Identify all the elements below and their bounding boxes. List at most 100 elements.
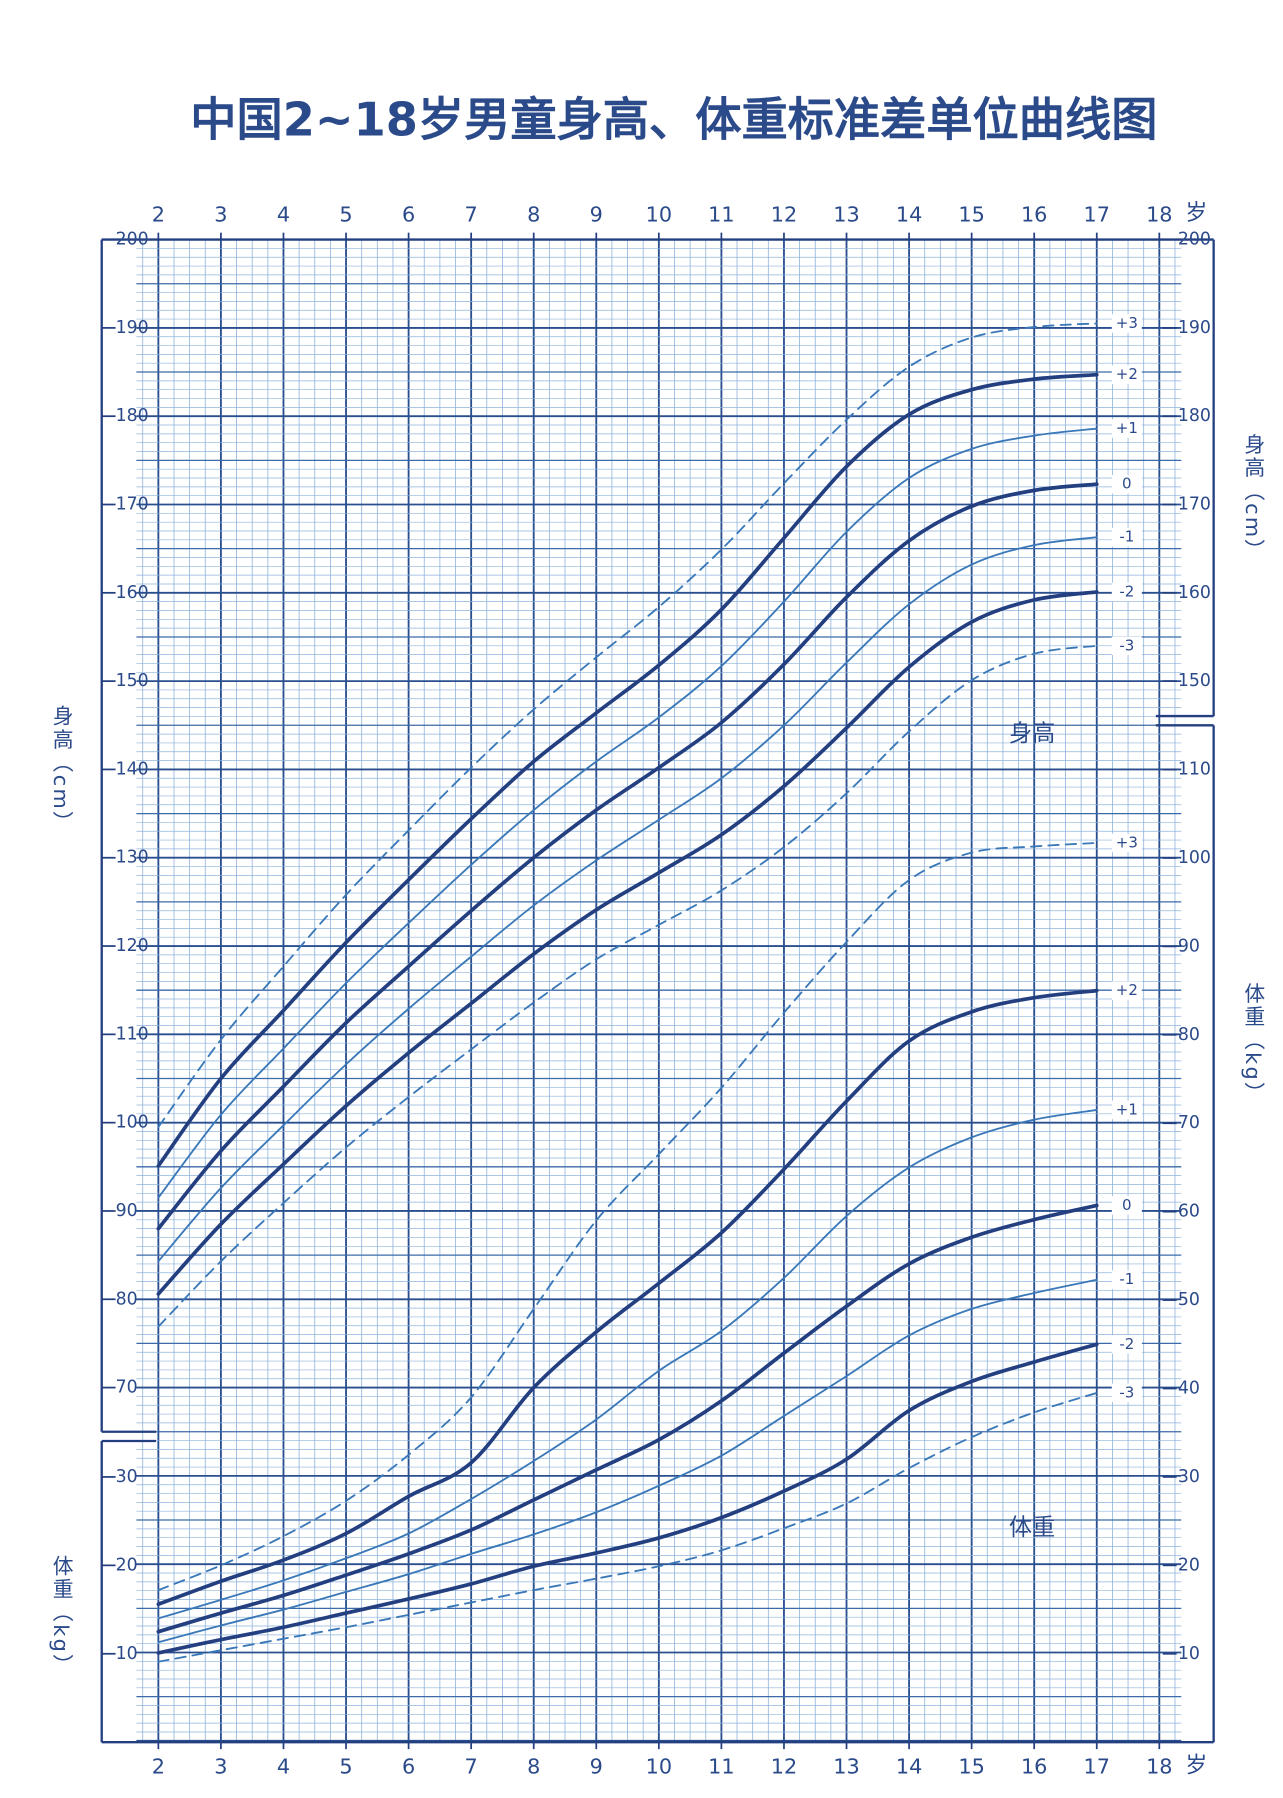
legend-bg xyxy=(1111,981,1142,1000)
series-line xyxy=(156,482,1099,1231)
y-tick-label: 90 xyxy=(1178,936,1200,956)
axis-break xyxy=(1181,716,1216,726)
legend-bg xyxy=(1111,527,1142,547)
legend-label: -2 xyxy=(1119,582,1134,600)
x-tick-label: 5 xyxy=(339,1755,352,1779)
legend-bg xyxy=(1111,1196,1142,1215)
x-tick-label: 15 xyxy=(958,202,984,226)
x-axis-label: 岁 xyxy=(1185,201,1207,226)
y-axis-label: 身高（cm） xyxy=(49,705,73,834)
x-tick-label: 9 xyxy=(590,202,603,226)
y-tick-label: 20 xyxy=(116,1555,138,1575)
y-tick-label: 150 xyxy=(116,671,149,691)
legend-bg xyxy=(1111,1383,1142,1403)
y-tick-label: 190 xyxy=(1178,318,1211,338)
y-tick-label: 200 xyxy=(1178,230,1211,250)
x-tick-label: 16 xyxy=(1021,1755,1047,1779)
y-axis-label: 身高（cm） xyxy=(1241,434,1265,563)
y-tick-label: 180 xyxy=(116,406,149,426)
legend-bg xyxy=(1111,1335,1142,1354)
y-tick-label: 200 xyxy=(116,230,149,250)
y-tick-label: 140 xyxy=(116,759,149,779)
y-tick-label: 70 xyxy=(1178,1113,1200,1133)
x-tick-label: 10 xyxy=(646,1755,672,1779)
x-tick-label: 3 xyxy=(214,202,227,226)
legend-label: 0 xyxy=(1122,1196,1132,1214)
legend-label: -3 xyxy=(1119,1383,1134,1401)
y-axis-label: 体重（kg） xyxy=(1241,983,1265,1105)
x-tick-label: 14 xyxy=(896,202,922,226)
x-tick-label: 2 xyxy=(152,1755,165,1779)
y-tick-label: 150 xyxy=(1178,671,1211,691)
x-tick-label: 11 xyxy=(708,202,734,226)
grid xyxy=(136,238,1182,1743)
x-tick-label: 8 xyxy=(527,1755,540,1779)
legend-label: 0 xyxy=(1122,475,1132,493)
x-tick-label: 2 xyxy=(152,202,165,226)
x-tick-label: 12 xyxy=(771,202,797,226)
x-tick-label: 6 xyxy=(402,1755,415,1779)
chart-title: 中国2~18岁男童身高、体重标准差单位曲线图 xyxy=(190,92,1157,146)
y-tick-label: 10 xyxy=(116,1644,138,1664)
legend-label: +2 xyxy=(1116,365,1138,383)
series-line xyxy=(157,842,1098,1592)
y-tick-label: 40 xyxy=(1178,1379,1200,1399)
y-tick-label: 190 xyxy=(116,318,149,338)
y-tick-label: 80 xyxy=(1178,1025,1200,1045)
legend-label: -2 xyxy=(1119,1335,1134,1353)
series-line xyxy=(156,1342,1099,1655)
y-tick-label: 160 xyxy=(116,583,149,603)
legend-label: +1 xyxy=(1116,419,1138,437)
x-tick-label: 13 xyxy=(833,1755,859,1779)
x-tick-label: 11 xyxy=(708,1755,734,1779)
y-tick-label: 30 xyxy=(1178,1467,1200,1487)
legend-label: +1 xyxy=(1116,1100,1138,1118)
y-tick-label: 110 xyxy=(1178,760,1211,780)
x-tick-label: 4 xyxy=(277,202,290,226)
legend-label: -1 xyxy=(1119,1270,1134,1288)
x-tick-label: 12 xyxy=(771,1755,797,1779)
x-tick-label: 8 xyxy=(527,202,540,226)
y-tick-label: 10 xyxy=(1178,1644,1200,1664)
x-tick-label: 18 xyxy=(1146,1755,1172,1779)
y-tick-label: 120 xyxy=(116,936,149,956)
annotation: 体重 xyxy=(1009,1515,1055,1541)
series-line xyxy=(157,1278,1098,1644)
series-line xyxy=(157,1109,1098,1620)
x-tick-label: 18 xyxy=(1146,202,1172,226)
series-line xyxy=(157,322,1098,1128)
x-tick-label: 17 xyxy=(1084,1755,1110,1779)
y-tick-label: 160 xyxy=(1178,583,1211,603)
y-tick-label: 90 xyxy=(116,1201,138,1221)
legend-bg xyxy=(1111,474,1142,494)
y-tick-label: 100 xyxy=(116,1113,149,1133)
series-line xyxy=(156,590,1099,1296)
x-tick-label: 6 xyxy=(402,202,415,226)
y-tick-label: 50 xyxy=(1178,1290,1200,1310)
x-tick-label: 13 xyxy=(833,202,859,226)
legend-label: +3 xyxy=(1116,314,1138,332)
series-line xyxy=(157,536,1098,1263)
y-tick-label: 60 xyxy=(1178,1202,1200,1222)
x-tick-label: 7 xyxy=(465,202,478,226)
series-line xyxy=(157,644,1098,1328)
x-tick-label: 7 xyxy=(465,1755,478,1779)
x-tick-label: 3 xyxy=(214,1755,227,1779)
series-line xyxy=(156,988,1099,1607)
y-tick-label: 70 xyxy=(116,1378,138,1398)
legend-bg xyxy=(1111,833,1142,853)
legend-bg xyxy=(1111,1270,1142,1289)
legend-label: +3 xyxy=(1116,833,1138,851)
x-tick-label: 15 xyxy=(958,1755,984,1779)
y-tick-label: 170 xyxy=(1178,495,1211,515)
x-tick-label: 17 xyxy=(1084,202,1110,226)
legend-bg xyxy=(1111,636,1142,656)
legend-bg xyxy=(1111,365,1142,384)
series-line xyxy=(156,1203,1099,1634)
x-tick-label: 16 xyxy=(1021,202,1047,226)
y-tick-label: 110 xyxy=(116,1024,149,1044)
legend-bg xyxy=(1111,1100,1142,1120)
y-axis-label: 体重（kg） xyxy=(49,1555,73,1677)
axis-break xyxy=(99,1431,137,1441)
